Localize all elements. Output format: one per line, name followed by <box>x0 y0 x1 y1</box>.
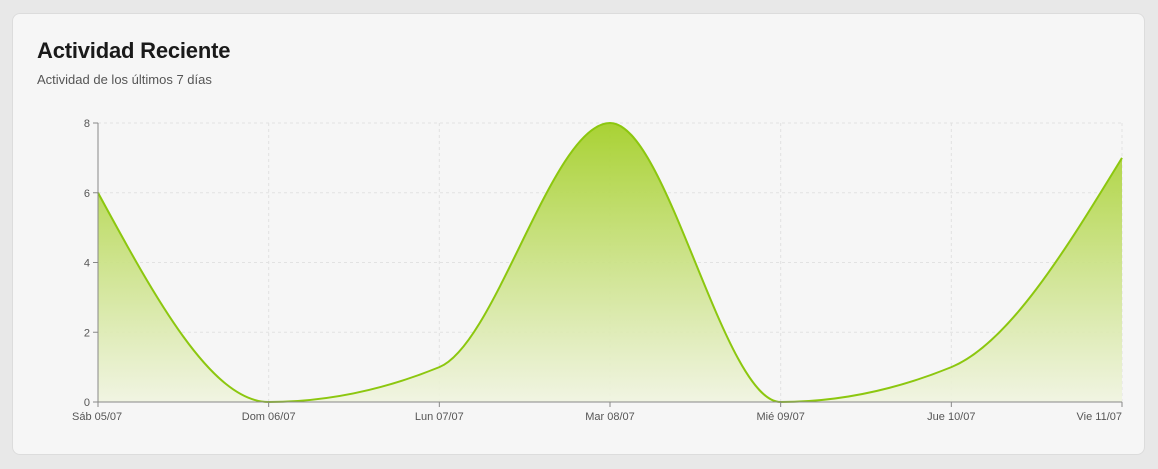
x-tick-label: Vie 11/07 <box>1077 411 1122 423</box>
card-title: Actividad Reciente <box>37 38 231 63</box>
card-subtitle: Actividad de los últimos 7 días <box>37 72 212 87</box>
y-tick-label: 0 <box>84 397 90 409</box>
chart-labels: 0 2 4 6 8 Sáb 05/07 Dom 06/07 Lun 07/07 Mar 08/0… <box>72 118 1122 423</box>
y-tick-label: 6 <box>84 188 90 200</box>
x-tick-label: Lun 07/07 <box>415 411 464 423</box>
chart-axes <box>93 122 1123 407</box>
activity-card: Actividad Reciente Actividad de los últi… <box>12 13 1145 455</box>
x-tick-label: Mié 09/07 <box>757 411 805 423</box>
x-tick-label: Dom 06/07 <box>242 411 296 423</box>
series-area <box>98 123 1122 402</box>
x-tick-label: Jue 10/07 <box>927 411 975 423</box>
activity-area-chart: 0 2 4 6 8 Sáb 05/07 Dom 06/07 Lun 07/07 Mar 08/0… <box>72 118 1123 423</box>
x-tick-label: Sáb 05/07 <box>72 411 122 423</box>
y-tick-label: 8 <box>84 118 90 130</box>
y-tick-label: 4 <box>84 258 90 270</box>
y-tick-label: 2 <box>84 327 90 339</box>
x-tick-label: Mar 08/07 <box>585 411 635 423</box>
